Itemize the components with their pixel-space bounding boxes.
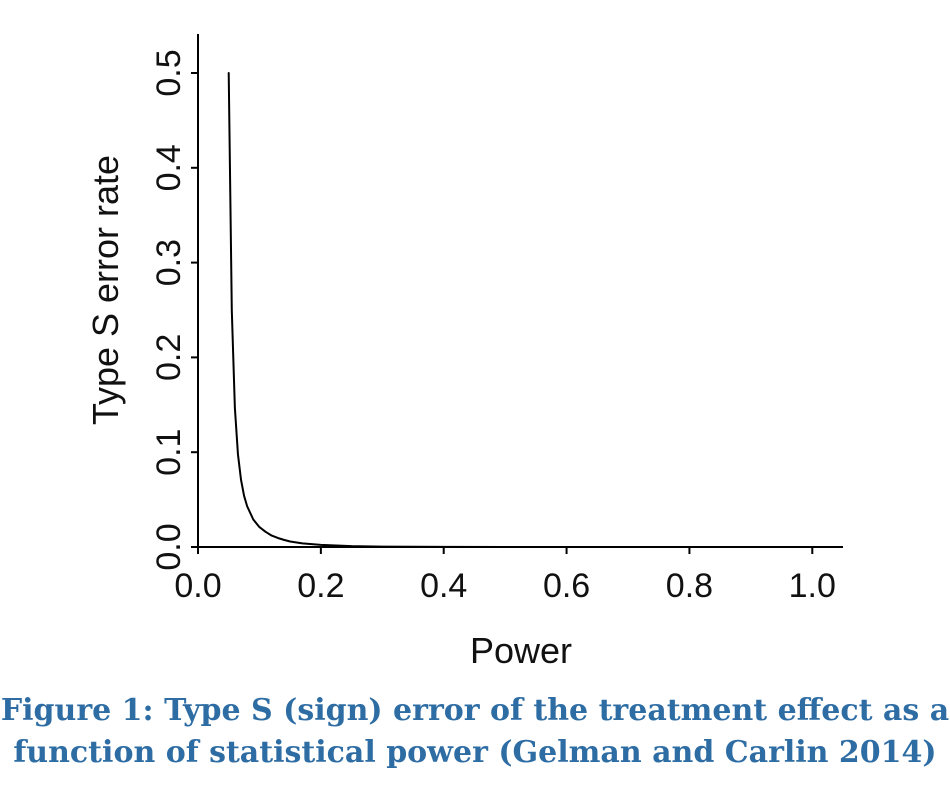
x-tick-label: 0.6 [543,567,590,605]
y-axis-label: Type S error rate [85,155,126,425]
y-tick-label: 0.2 [150,334,188,381]
x-tick-label: 1.0 [789,567,836,605]
caption-line-2: function of statistical power (Gelman an… [13,735,937,770]
y-tick-label: 0.5 [150,49,188,96]
x-tick-label: 0.8 [666,567,713,605]
chart: 0.0 0.2 0.4 0.6 0.8 1.0 0.0 0.1 0.2 0.3 0.4 0.5 Pow… [85,34,843,671]
x-axis-label: Power [470,630,572,671]
y-tick-label: 0.4 [150,144,188,191]
y-tick-label: 0.3 [150,239,188,286]
x-tick-label: 0.0 [174,567,221,605]
series-line [227,72,568,548]
y-tick-label: 0.1 [150,429,188,476]
series-layer [227,72,568,548]
x-tick-label: 0.2 [297,567,344,605]
caption-line-1: Figure 1: Type S (sign) error of the tre… [0,693,950,728]
axes: 0.0 0.2 0.4 0.6 0.8 1.0 0.0 0.1 0.2 0.3 0.4 0.5 [150,34,843,605]
figure-caption: Figure 1: Type S (sign) error of the tre… [0,690,950,774]
y-tick-label: 0.0 [150,523,188,570]
x-tick-label: 0.4 [420,567,467,605]
